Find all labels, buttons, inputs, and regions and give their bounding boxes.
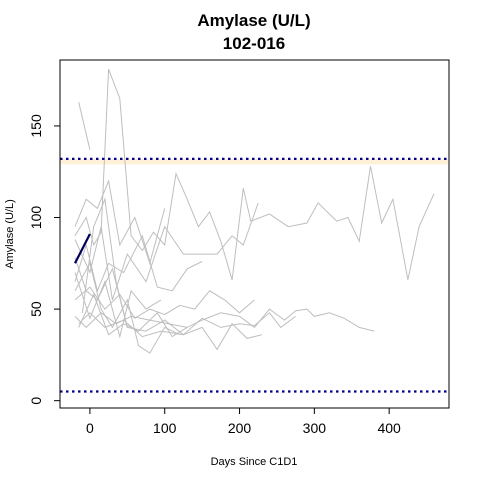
- background-series-line-3: [74, 179, 166, 266]
- background-series-line-6: [74, 286, 255, 319]
- x-tick-label: 300: [303, 420, 327, 436]
- y-axis-label: Amylase (U/L): [4, 199, 16, 269]
- y-tick-label: 150: [28, 114, 44, 138]
- reference-band-layer: [61, 158, 448, 165]
- x-tick-label: 400: [377, 420, 401, 436]
- x-tick-label: 100: [153, 420, 177, 436]
- chart-title: Amylase (U/L): [197, 11, 310, 30]
- background-series-line-8: [78, 312, 296, 338]
- y-axis: 0 50 100 150: [28, 114, 61, 405]
- x-tick-label: 0: [86, 420, 94, 436]
- y-tick-label: 100: [28, 206, 44, 230]
- background-series-layer: [74, 69, 435, 354]
- x-axis-label: Days Since C1D1: [211, 456, 298, 468]
- background-series-line-11: [78, 293, 188, 338]
- x-tick-label: 200: [228, 420, 252, 436]
- background-series-line-12: [74, 272, 162, 339]
- highlight-series-layer: [74, 233, 91, 264]
- chart-subtitle: 102-016: [223, 34, 285, 53]
- y-tick-label: 0: [28, 397, 44, 405]
- x-axis: 0 100 200 300 400: [86, 407, 401, 436]
- background-series-line-13: [81, 197, 128, 328]
- highlight-series-line: [74, 233, 91, 264]
- background-series-line-10: [74, 261, 180, 354]
- reference-line-layer: [60, 157, 449, 393]
- y-tick-label: 50: [28, 301, 44, 317]
- background-series-line-4: [74, 202, 259, 301]
- upper-reference-band: [61, 158, 448, 165]
- background-series-line-5: [74, 234, 203, 293]
- background-series-line-1: [78, 101, 91, 150]
- background-series-line-2: [74, 69, 435, 280]
